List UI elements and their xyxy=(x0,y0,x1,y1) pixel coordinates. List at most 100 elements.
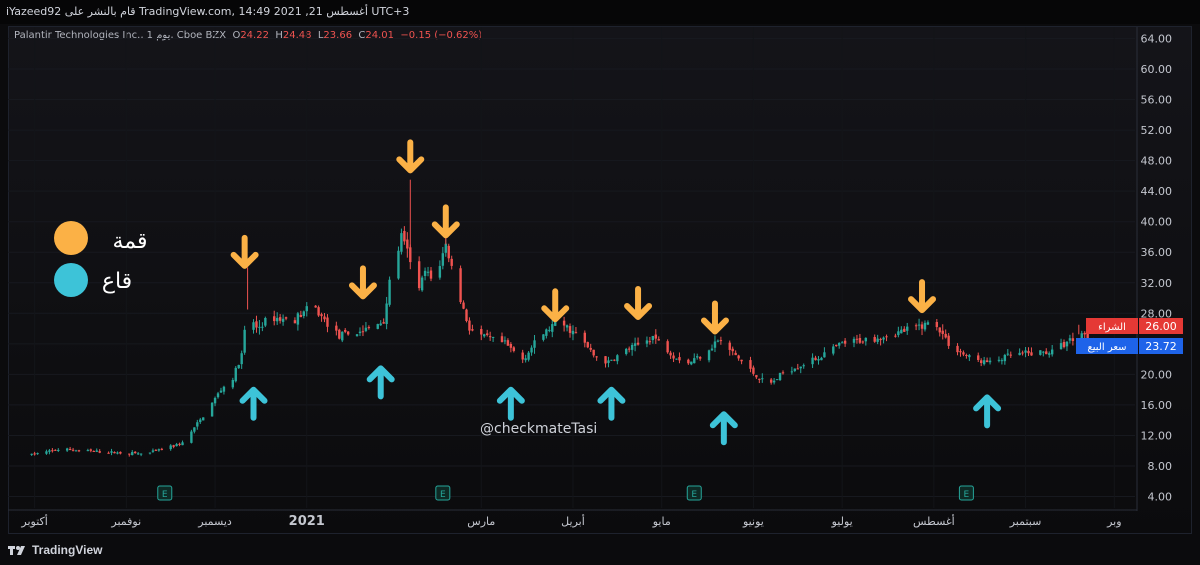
candle-body xyxy=(956,345,959,353)
bottom-arrow-icon xyxy=(973,394,1002,429)
candle-body xyxy=(71,449,75,451)
candle-body xyxy=(157,449,161,451)
y-tick-label: 64.00 xyxy=(1141,32,1173,45)
candle-body xyxy=(917,324,921,326)
candle-body xyxy=(554,319,557,326)
top-key-label: قمة xyxy=(112,229,147,254)
candle-body xyxy=(261,326,264,328)
candle-body xyxy=(920,324,924,329)
bottom-arrow-icon xyxy=(496,386,525,421)
candle-body xyxy=(500,336,504,343)
candle-body xyxy=(444,243,447,253)
candle-body xyxy=(586,342,589,348)
candle-body xyxy=(154,449,158,451)
candle-body xyxy=(441,253,445,266)
bottom-arrow-icon xyxy=(709,411,738,446)
candle-body xyxy=(645,340,649,344)
candle-body xyxy=(483,334,486,337)
x-tick-label: وبر xyxy=(1106,515,1121,528)
candle-body xyxy=(997,359,1001,361)
candle-body xyxy=(796,368,799,370)
change-value: −0.15 (−0.62%) xyxy=(400,30,483,41)
candle-body xyxy=(190,431,193,443)
candle-body xyxy=(843,340,847,344)
candle-body xyxy=(657,339,660,341)
candle-body xyxy=(897,331,900,336)
candle-body xyxy=(696,356,699,358)
candle-body xyxy=(175,444,178,447)
candle-body xyxy=(755,375,758,378)
candle-body xyxy=(968,355,971,358)
bottom-arrow-icon xyxy=(366,365,395,400)
y-tick-label: 36.00 xyxy=(1141,246,1173,259)
candle-body xyxy=(1071,338,1075,342)
tradingview-footer: TradingView xyxy=(8,539,102,561)
x-tick-label: أغسطس xyxy=(913,514,955,528)
top-arrow-icon xyxy=(230,234,259,269)
candle-body xyxy=(1086,333,1089,341)
candle-body xyxy=(139,453,143,455)
candle-body xyxy=(65,448,69,451)
candle-body xyxy=(873,337,876,342)
gridlines xyxy=(8,27,1135,508)
candle-body xyxy=(468,320,471,331)
candle-body xyxy=(1068,338,1072,341)
l-value: 23.66 xyxy=(323,30,353,41)
x-tick-label: أبريل xyxy=(561,514,585,528)
candle-body xyxy=(648,341,652,343)
candle-body xyxy=(864,337,868,342)
candle-body xyxy=(480,329,483,335)
candle-body xyxy=(264,317,267,326)
candle-body xyxy=(923,322,927,330)
candle-body xyxy=(903,328,906,332)
candle-body xyxy=(604,356,607,364)
x-tick-label: يونيو xyxy=(742,515,764,528)
candle-body xyxy=(749,360,752,369)
candle-body xyxy=(335,325,338,331)
publish-header: iYazeed92 قام بالنشر على TradingView.com… xyxy=(0,0,1200,24)
candle-body xyxy=(89,449,93,451)
candle-body xyxy=(438,266,442,278)
candle-body xyxy=(521,352,524,360)
candle-body xyxy=(317,307,320,316)
candle-body xyxy=(459,268,462,303)
candle-body xyxy=(1059,343,1063,350)
candle-body xyxy=(231,379,235,388)
sell-tag-value-bg xyxy=(1139,338,1183,354)
candle-body xyxy=(693,358,696,364)
candle-body xyxy=(775,379,779,381)
candle-body xyxy=(367,327,371,329)
x-tick-label: نوفمبر xyxy=(110,515,141,528)
candle-body xyxy=(1050,349,1054,355)
price-tags: الشراء 26.00 سعر البيع 23.72 xyxy=(1076,318,1183,354)
candle-body xyxy=(861,341,865,343)
c-label: C xyxy=(358,30,366,41)
candle-body xyxy=(625,348,628,354)
candle-body xyxy=(243,329,246,353)
candle-body xyxy=(840,342,844,344)
candle-body xyxy=(707,350,711,361)
candle-body xyxy=(116,452,119,454)
top-arrow-icon xyxy=(431,204,460,239)
candle-body xyxy=(710,348,714,351)
candle-body xyxy=(627,348,631,350)
candle-body xyxy=(565,325,569,328)
x-tick-label: ديسمبر xyxy=(197,515,232,528)
x-tick-label: 2021 xyxy=(289,514,325,529)
marker-key: قمة قاع xyxy=(54,221,148,297)
pivot-markers xyxy=(230,139,1002,446)
candle-body xyxy=(823,352,826,358)
candle-body xyxy=(355,334,359,337)
y-tick-label: 44.00 xyxy=(1141,185,1173,198)
candle-body xyxy=(503,340,507,342)
candle-body xyxy=(54,449,57,451)
watermark-text: @checkmateTasi xyxy=(480,421,597,437)
candle-body xyxy=(296,313,300,325)
candle-body xyxy=(488,336,492,338)
candle-body xyxy=(382,322,385,324)
y-tick-label: 28.00 xyxy=(1141,307,1173,320)
candle-body xyxy=(364,327,368,331)
candle-body xyxy=(98,451,101,453)
candle-body xyxy=(237,364,240,369)
